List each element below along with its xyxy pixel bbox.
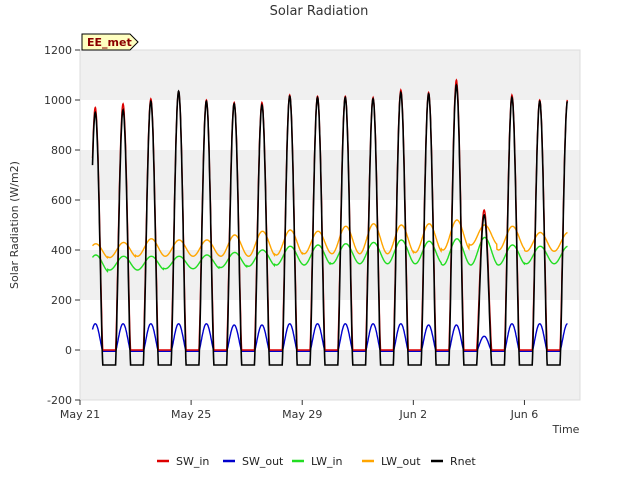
y-tick-label: 1000: [44, 94, 72, 107]
legend-label-rnet: Rnet: [450, 455, 476, 468]
y-tick-label: 600: [51, 194, 72, 207]
series-line-sw-in: [91, 78, 569, 351]
y-tick-label: 0: [65, 344, 72, 357]
x-tick-label: May 25: [171, 408, 211, 421]
legend-label-sw-out: SW_out: [242, 455, 284, 468]
x-axis-label: Time: [552, 423, 580, 436]
x-tick-label: May 21: [60, 408, 100, 421]
y-tick-label: 200: [51, 294, 72, 307]
series-line-lw-out: [92, 219, 568, 259]
badge-label: EE_met: [87, 36, 132, 49]
legend-label-sw-in: SW_in: [176, 455, 209, 468]
grid-band: [80, 150, 580, 200]
y-tick-label: 400: [51, 244, 72, 257]
chart-title: Solar Radiation: [270, 4, 369, 19]
y-tick-label: 1200: [44, 44, 72, 57]
series-line-rnet: [91, 83, 569, 366]
y-axis-label: Solar Radiation (W/m2): [8, 161, 21, 289]
x-tick-label: May 29: [282, 408, 322, 421]
y-axis: -200 0 200 400 600 800 1000 1200: [44, 44, 80, 407]
x-axis: May 21 May 25 May 29 Jun 2 Jun 6: [60, 400, 538, 421]
background-bands: [80, 50, 580, 400]
y-tick-label: 800: [51, 144, 72, 157]
grid-band: [80, 350, 580, 400]
plot-frame: [79, 49, 581, 401]
grid-band: [80, 50, 580, 100]
series-line-sw-out: [91, 323, 568, 352]
x-tick-label: Jun 6: [510, 408, 539, 421]
legend-label-lw-out: LW_out: [381, 455, 421, 468]
station-badge: EE_met: [81, 33, 139, 51]
x-tick-label: Jun 2: [398, 408, 427, 421]
series-line-lw-in: [91, 236, 568, 273]
badge-shape: [81, 33, 139, 51]
legend: SW_in SW_out LW_in LW_out Rnet: [157, 455, 476, 468]
legend-label-lw-in: LW_in: [311, 455, 343, 468]
y-tick-label: -200: [47, 394, 72, 407]
grid-band: [80, 250, 580, 300]
series-layer: [91, 78, 569, 366]
